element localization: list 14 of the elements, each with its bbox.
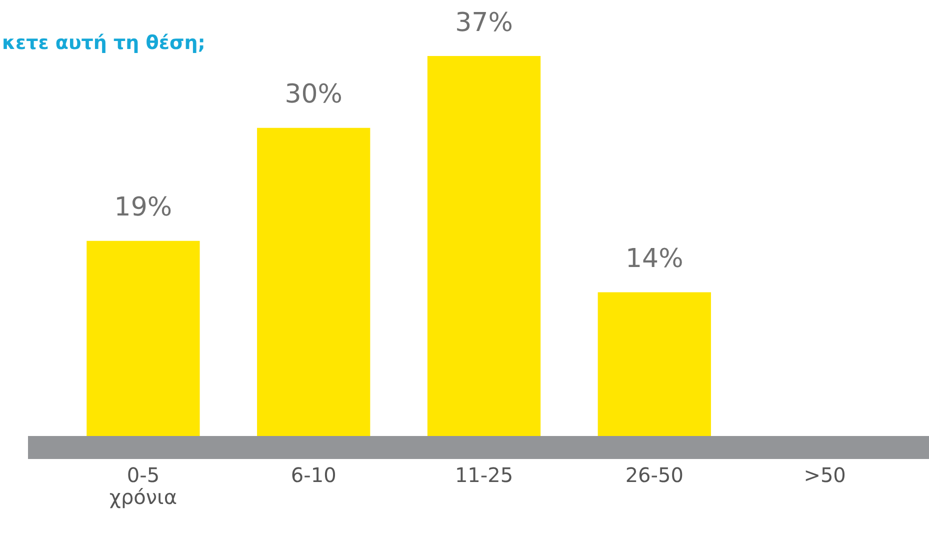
x-tick-label: 6-10	[290, 463, 336, 488]
data-label: 19%	[114, 192, 172, 223]
bar	[86, 240, 200, 436]
bar	[257, 128, 370, 436]
x-tick-label: 26-50	[625, 463, 684, 488]
bar	[598, 292, 711, 436]
x-tick-label: 0-5 χρόνια	[109, 463, 178, 510]
data-label: 37%	[455, 8, 513, 38]
x-tick-label: >50	[804, 463, 846, 488]
bar	[427, 56, 541, 436]
data-label: 14%	[626, 244, 684, 274]
chart-title: κετε αυτή τη θέση;	[2, 31, 206, 55]
x-tick-label: 11-25	[454, 463, 514, 488]
data-label: 30%	[284, 80, 342, 110]
